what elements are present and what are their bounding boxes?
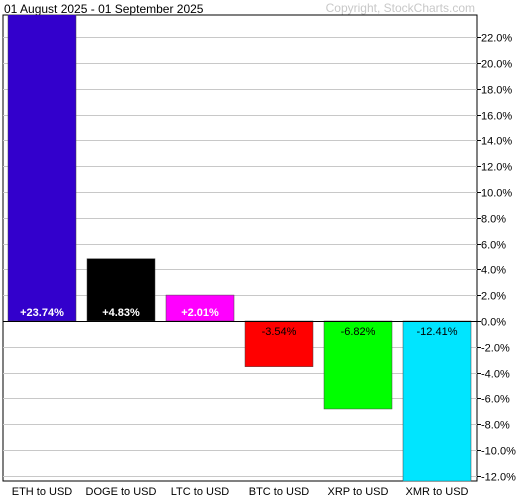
y-tick-label: 8.0% (481, 214, 506, 226)
y-tick-label: 6.0% (481, 240, 506, 252)
category-label: BTC to USD (249, 486, 310, 498)
category-label: XRP to USD (328, 486, 389, 498)
y-tick-label: 12.0% (481, 162, 512, 174)
bar (244, 320, 314, 367)
category-label: LTC to USD (171, 486, 230, 498)
y-tick-label: -10.0% (481, 446, 516, 458)
y-tick-label: -8.0% (481, 420, 510, 432)
bar (402, 320, 472, 482)
y-tick-label: 2.0% (481, 291, 506, 303)
y-tick-label: 16.0% (481, 111, 512, 123)
y-tick-label: -2.0% (481, 343, 510, 355)
y-tick-label: 0.0% (481, 317, 506, 329)
bar (7, 14, 77, 322)
bar (165, 294, 235, 322)
value-label: -6.82% (341, 326, 376, 338)
value-labels: +23.74% +4.83% +2.01% -3.54% -6.82% -12.41% (20, 307, 458, 338)
bar (86, 258, 156, 322)
y-tick-label: 18.0% (481, 85, 512, 97)
y-tick-label: -12.0% (481, 472, 516, 484)
y-axis: 22.0% 20.0% 18.0% 16.0% 14.0% 12.0% 10.0% 8.0% 6… (477, 33, 516, 484)
category-label: DOGE to USD (86, 486, 157, 498)
category-label: ETH to USD (12, 486, 73, 498)
bar (323, 320, 393, 410)
y-tick-label: -4.0% (481, 369, 510, 381)
y-tick-label: 14.0% (481, 136, 512, 148)
bars (3, 14, 477, 482)
y-tick-label: 4.0% (481, 265, 506, 277)
value-label: +23.74% (20, 307, 64, 319)
value-label: +4.83% (102, 307, 140, 319)
chart-title: 01 August 2025 - 01 September 2025 (4, 2, 204, 16)
x-axis: ETH to USD DOGE to USD LTC to USD BTC to US… (12, 486, 469, 498)
value-label: +2.01% (181, 307, 219, 319)
plot-frame (2, 14, 478, 482)
y-tick-label: -6.0% (481, 394, 510, 406)
y-tick-label: 22.0% (481, 33, 512, 45)
category-label: XMR to USD (406, 486, 469, 498)
value-label: -12.41% (417, 326, 458, 338)
y-tick-label: 10.0% (481, 188, 512, 200)
copyright-notice: Copyright, StockCharts.com (326, 1, 475, 15)
value-label: -3.54% (262, 326, 297, 338)
y-tick-label: 20.0% (481, 59, 512, 71)
